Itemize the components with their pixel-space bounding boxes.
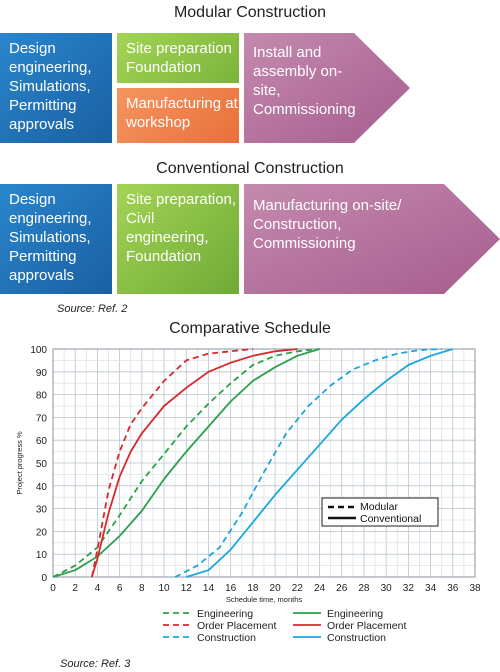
modular-install-label: Install and assembly on-site, Commission… bbox=[253, 44, 356, 118]
series-line-modular-order-placement bbox=[91, 348, 253, 578]
x-tick-label: 12 bbox=[181, 583, 193, 594]
modular-design-box: Design engineering, Simulations, Permitt… bbox=[0, 33, 112, 143]
legend-label-modular-engineering: Engineering bbox=[197, 608, 253, 620]
x-tick-label: 28 bbox=[358, 583, 370, 594]
x-tick-label: 16 bbox=[225, 583, 237, 594]
x-tick-label: 34 bbox=[425, 583, 437, 594]
y-tick-label: 90 bbox=[36, 368, 48, 379]
legend-label-modular-order-placement: Order Placement bbox=[197, 620, 276, 632]
legend-conventional-label: Conventional bbox=[360, 513, 421, 525]
x-tick-label: 38 bbox=[469, 583, 481, 594]
legend-label-conventional-construction: Construction bbox=[327, 632, 386, 644]
modular-manufacturing-box: Manufacturing at workshop bbox=[117, 88, 239, 143]
y-tick-label: 30 bbox=[36, 505, 48, 516]
plot-frame bbox=[52, 348, 476, 578]
x-axis-label: Schedule time, months bbox=[226, 595, 303, 604]
y-tick-label: 50 bbox=[36, 459, 48, 470]
x-tick-label: 14 bbox=[203, 583, 215, 594]
style-legend-box bbox=[321, 497, 439, 527]
x-tick-label: 6 bbox=[117, 583, 123, 594]
x-tick-label: 22 bbox=[292, 583, 304, 594]
y-tick-label: 70 bbox=[36, 413, 48, 424]
y-tick-label: 0 bbox=[41, 573, 47, 584]
legend-label-modular-construction: Construction bbox=[197, 632, 256, 644]
source-ref-2: Source: Ref. 2 bbox=[57, 303, 128, 315]
y-tick-label: 80 bbox=[36, 391, 48, 402]
comparative-schedule-chart: 0 2 4 6 8 10 12 14 16 18 20 22 24 26 28 30 32 34 36 3801020… bbox=[15, 345, 481, 644]
x-tick-label: 18 bbox=[247, 583, 259, 594]
x-tick-label: 26 bbox=[336, 583, 348, 594]
series-line-modular-construction bbox=[174, 348, 442, 578]
series-line-conventional-order-placement bbox=[91, 348, 298, 578]
x-tick-label: 30 bbox=[381, 583, 393, 594]
y-tick-label: 100 bbox=[30, 345, 47, 356]
x-tick-label: 8 bbox=[139, 583, 145, 594]
chart-title: Comparative Schedule bbox=[169, 320, 331, 337]
x-tick-label: 4 bbox=[95, 583, 101, 594]
legend-label-conventional-engineering: Engineering bbox=[327, 608, 383, 620]
x-tick-label: 2 bbox=[72, 583, 78, 594]
x-tick-label: 24 bbox=[314, 583, 326, 594]
conventional-design-box: Design engineering, Simulations, Permitt… bbox=[0, 184, 112, 294]
modular-title: Modular Construction bbox=[173, 4, 327, 21]
x-tick-label: 10 bbox=[158, 583, 170, 594]
y-tick-label: 60 bbox=[36, 436, 48, 447]
y-axis-label: Project progress % bbox=[15, 431, 24, 495]
y-tick-label: 10 bbox=[36, 550, 48, 561]
conventional-title: Conventional Construction bbox=[156, 160, 344, 177]
conventional-manufacturing-label: Manufacturing on-site/ Construction, Com… bbox=[253, 197, 402, 252]
series-line-conventional-construction bbox=[186, 348, 454, 578]
conventional-manufacturing-arrow bbox=[244, 184, 500, 294]
x-tick-label: 20 bbox=[270, 583, 282, 594]
x-tick-label: 0 bbox=[50, 583, 56, 594]
source-ref-3: Source: Ref. 3 bbox=[60, 658, 131, 670]
modular-site-box: Site preparation Foundation bbox=[117, 33, 239, 83]
legend-modular-label: Modular bbox=[360, 501, 398, 513]
x-tick-label: 32 bbox=[403, 583, 415, 594]
conventional-site-box: Site preparation, Civil engineering, Fou… bbox=[117, 184, 239, 294]
x-tick-label: 36 bbox=[447, 583, 459, 594]
y-tick-label: 20 bbox=[36, 527, 48, 538]
legend-label-conventional-order-placement: Order Placement bbox=[327, 620, 406, 632]
modular-install-arrow bbox=[244, 33, 410, 143]
y-tick-label: 40 bbox=[36, 482, 48, 493]
